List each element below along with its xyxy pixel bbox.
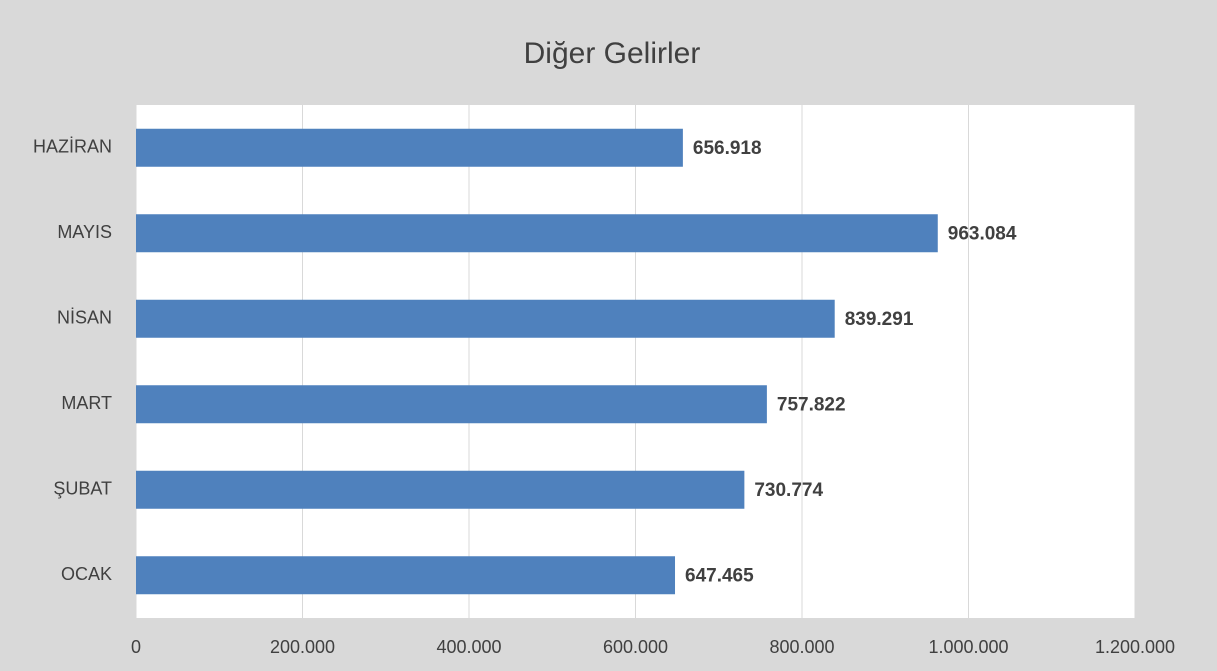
bar xyxy=(136,470,745,509)
x-tick-label: 0 xyxy=(131,637,141,657)
y-tick-label: HAZİRAN xyxy=(33,137,112,157)
y-tick-label: MART xyxy=(61,393,112,413)
bar xyxy=(136,128,683,167)
data-label: 963.084 xyxy=(948,223,1017,244)
chart-title: Diğer Gelirler xyxy=(524,37,701,70)
y-tick-label: OCAK xyxy=(61,564,112,584)
bar xyxy=(136,299,835,338)
x-tick-label: 1.200.000 xyxy=(1095,637,1175,657)
x-tick-label: 400.000 xyxy=(436,637,501,657)
x-tick-label: 800.000 xyxy=(769,637,834,657)
bar xyxy=(136,214,938,253)
data-label: 730.774 xyxy=(754,480,823,501)
data-label: 757.822 xyxy=(777,394,846,415)
y-tick-label: ŞUBAT xyxy=(53,479,112,499)
bar xyxy=(136,556,676,595)
y-tick-label: MAYIS xyxy=(57,222,112,242)
y-tick-label: NİSAN xyxy=(57,308,112,328)
x-tick-label: 200.000 xyxy=(270,637,335,657)
x-tick-label: 600.000 xyxy=(603,637,668,657)
bar xyxy=(136,385,767,424)
data-label: 839.291 xyxy=(845,309,914,330)
data-label: 647.465 xyxy=(685,565,754,586)
data-label: 656.918 xyxy=(693,138,762,159)
x-tick-label: 1.000.000 xyxy=(928,637,1008,657)
